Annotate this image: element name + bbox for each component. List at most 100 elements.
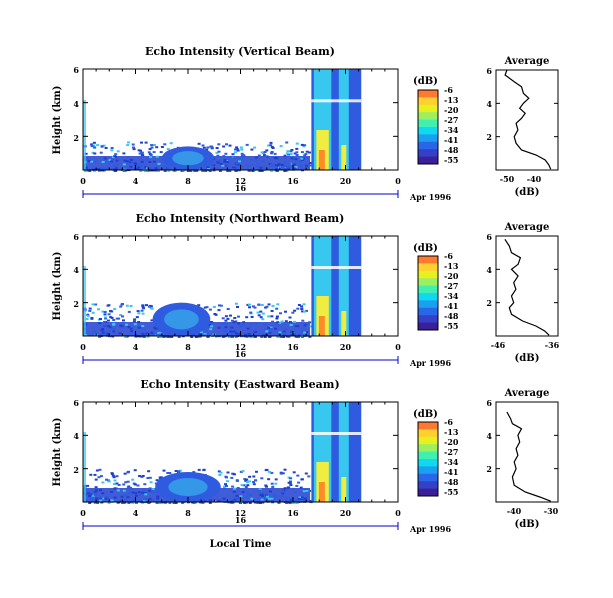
- echo-cell: [263, 154, 266, 157]
- echo-cell: [177, 470, 181, 473]
- echo-cell: [286, 150, 290, 153]
- echo-cell: [101, 161, 105, 163]
- echo-cell: [224, 315, 228, 318]
- echo-cell: [100, 167, 103, 170]
- panel-vertical-beam: Echo Intensity (Vertical Beam) Height (k…: [52, 45, 559, 202]
- echo-cell: [103, 316, 107, 319]
- echo-cell: [270, 310, 274, 312]
- echo-cell: [132, 146, 135, 149]
- echo-cell: [208, 169, 212, 172]
- echo-cell: [294, 325, 298, 327]
- echo-cell: [108, 159, 112, 161]
- echo-cell: [301, 310, 304, 313]
- profile-x-label: (dB): [515, 519, 540, 530]
- echo-cell: [242, 154, 246, 157]
- echo-cell: [222, 155, 226, 158]
- echo-cell: [112, 164, 116, 167]
- echo-cell: [240, 148, 244, 151]
- average-profile: [496, 401, 558, 502]
- echo-cell: [265, 149, 269, 152]
- echo-cell: [221, 500, 224, 503]
- echo-cell: [221, 322, 225, 325]
- echo-cell: [172, 502, 176, 504]
- x-tick-label: 12: [235, 342, 246, 352]
- echo-cell: [174, 470, 178, 472]
- echo-cell: [155, 479, 159, 482]
- echo-cell: [119, 499, 123, 502]
- echo-cell: [257, 314, 261, 317]
- echo-cell: [152, 160, 156, 163]
- echo-cell: [293, 309, 297, 312]
- plot-frame: [82, 68, 399, 171]
- x-tick-label: 12: [235, 176, 246, 186]
- echo-cell: [103, 313, 107, 316]
- echo-cell: [145, 304, 148, 307]
- echo-cell: [249, 311, 253, 314]
- colorbar-tick: -34: [444, 291, 459, 301]
- echo-cell: [152, 151, 156, 154]
- colorbar-tick: -41: [444, 301, 458, 311]
- echo-cell: [208, 499, 212, 502]
- x-tick-label: 20: [340, 508, 352, 518]
- echo-cell: [106, 162, 110, 165]
- colorbar-segment: [418, 104, 438, 113]
- echo-cell: [141, 304, 145, 307]
- echo-cell: [150, 144, 154, 147]
- echo-cell: [116, 501, 120, 504]
- profile-y-tick: 6: [486, 398, 492, 408]
- colorbar-segment: [418, 315, 438, 324]
- echo-cell: [94, 303, 98, 306]
- echo-cell: [217, 470, 221, 473]
- echo-cell: [140, 158, 144, 161]
- echo-cell: [256, 311, 260, 314]
- echo-cell: [122, 163, 126, 166]
- echo-cell: [126, 480, 130, 483]
- echo-cell: [147, 151, 151, 154]
- x-tick-label: 16: [287, 176, 299, 186]
- echo-cell: [142, 335, 146, 338]
- colorbar-tick: -13: [444, 261, 459, 271]
- echo-cell: [222, 487, 226, 490]
- echo-cell: [137, 166, 141, 169]
- echo-cell: [267, 489, 271, 492]
- echo-cell: [302, 157, 305, 160]
- echo-cell: [151, 491, 155, 494]
- echo-cell: [224, 475, 228, 478]
- profile-line: [504, 69, 552, 170]
- echo-cell: [113, 479, 117, 482]
- echo-cell: [295, 499, 299, 501]
- echo-cell: [137, 326, 141, 329]
- echo-cell: [101, 492, 105, 495]
- echo-cell: [297, 334, 301, 337]
- echo-cell: [303, 144, 307, 147]
- echo-cell: [304, 472, 308, 475]
- echo-cell: [254, 334, 257, 337]
- echo-cell: [226, 170, 230, 172]
- echo-cell: [290, 330, 293, 333]
- echo-cell: [254, 479, 258, 482]
- echo-cell: [246, 327, 250, 330]
- profile-x-tick: -40: [507, 506, 522, 516]
- echo-cell: [105, 496, 108, 498]
- echo-cell: [162, 335, 166, 338]
- echo-cell: [134, 492, 138, 495]
- echo-cell: [155, 501, 159, 504]
- echo-cell: [213, 500, 217, 503]
- profile-x-tick: -46: [491, 340, 506, 350]
- echo-cell: [302, 327, 306, 330]
- echo-cell: [166, 166, 170, 169]
- colorbar-tick: -27: [444, 281, 458, 291]
- echo-cell: [268, 470, 271, 473]
- echo-cell: [101, 331, 105, 334]
- echo-cell: [210, 325, 214, 328]
- echo-cell: [245, 496, 249, 499]
- echo-cell: [236, 487, 240, 489]
- echo-cell: [261, 160, 265, 163]
- echo-cell: [160, 146, 164, 148]
- echo-cell: [275, 315, 279, 318]
- echo-cell: [292, 333, 296, 336]
- echo-cell: [125, 304, 129, 307]
- echo-cell: [241, 491, 245, 493]
- colorbar-tick: -13: [444, 427, 459, 437]
- echo-cell: [110, 160, 113, 163]
